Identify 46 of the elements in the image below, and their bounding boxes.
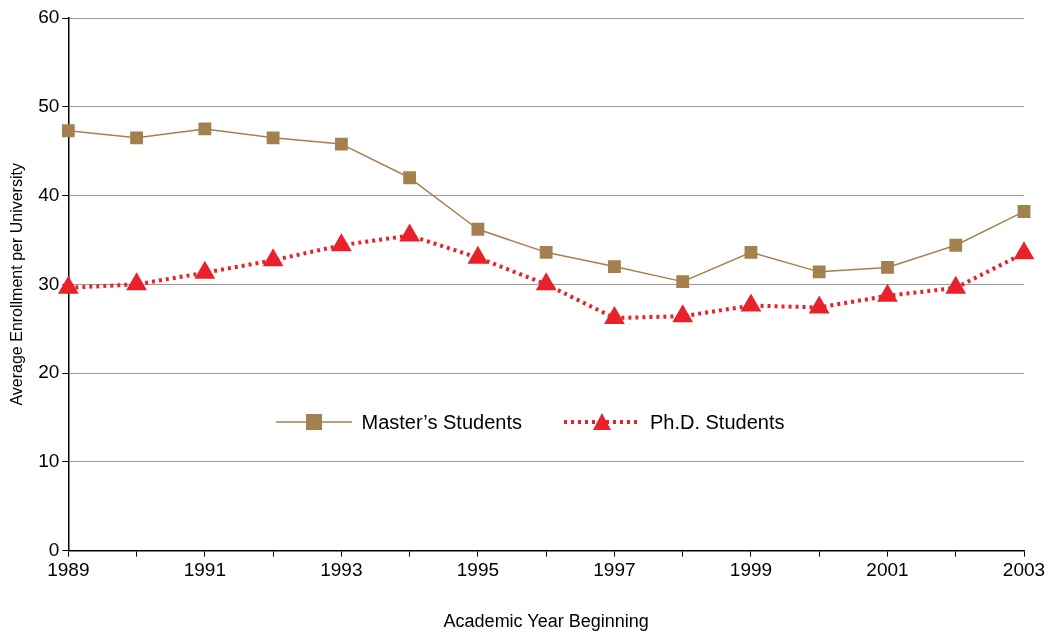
point [812, 265, 826, 279]
point [58, 275, 79, 294]
point [945, 275, 966, 294]
point [400, 225, 419, 242]
point [403, 171, 417, 185]
point [539, 245, 553, 259]
x-tick-label: 1997 [593, 559, 636, 581]
point [127, 274, 146, 291]
x-tick-label: 1989 [47, 559, 90, 581]
point [537, 274, 556, 291]
point [334, 137, 348, 151]
x-tick-label: 1993 [320, 559, 363, 581]
y-tick-label: 10 [38, 450, 60, 472]
point [61, 124, 75, 138]
y-tick-label: 0 [48, 538, 60, 560]
point [605, 308, 624, 325]
point [810, 297, 829, 314]
x-tick-label: 2003 [1002, 559, 1046, 581]
point [264, 250, 283, 267]
x-tick-label: 1991 [183, 559, 226, 581]
x-tick-label: 1995 [456, 559, 500, 581]
y-tick-label: 20 [38, 361, 60, 383]
point [608, 260, 621, 273]
x-tick-label: 1999 [729, 559, 773, 581]
legend-label: Master’s Students [361, 410, 522, 434]
point [881, 261, 894, 274]
y-tick-label: 60 [38, 6, 60, 28]
point [673, 306, 692, 323]
point [198, 122, 212, 136]
point [949, 238, 963, 252]
point [130, 131, 143, 145]
y-tick-label: 30 [38, 272, 60, 294]
y-axis-title: Average Enrollment per University [8, 163, 26, 406]
y-tick-label: 40 [38, 183, 60, 205]
y-tick-label: 50 [38, 95, 60, 116]
point [877, 283, 898, 302]
point [471, 222, 485, 236]
point [744, 245, 758, 259]
point [1017, 205, 1031, 218]
x-axis-title: Academic Year Beginning [443, 611, 649, 632]
point [1015, 243, 1033, 260]
point [467, 245, 488, 264]
legend-label: Ph.D. Students [649, 410, 785, 434]
point [266, 131, 280, 145]
x-tick-label: 2001 [866, 559, 909, 581]
point [332, 235, 351, 252]
